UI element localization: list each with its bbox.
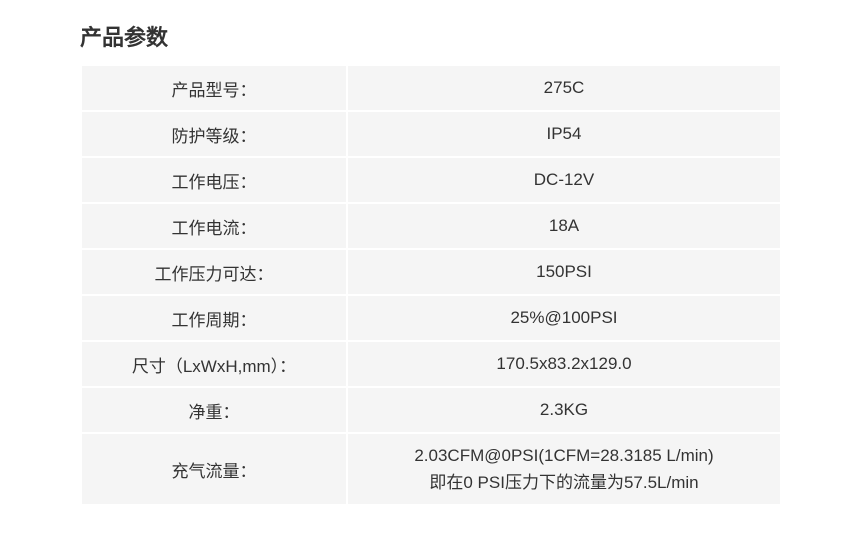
spec-label: 净重：: [81, 387, 347, 433]
spec-value: 275C: [347, 65, 781, 111]
table-row: 工作电压：DC-12V: [81, 157, 781, 203]
spec-label: 充气流量：: [81, 433, 347, 505]
spec-value: 2.03CFM@0PSI(1CFM=28.3185 L/min)即在0 PSI压…: [347, 433, 781, 505]
spec-label: 工作周期：: [81, 295, 347, 341]
spec-value: IP54: [347, 111, 781, 157]
spec-label: 产品型号：: [81, 65, 347, 111]
table-row: 工作电流：18A: [81, 203, 781, 249]
spec-label: 工作压力可达：: [81, 249, 347, 295]
table-row: 防护等级：IP54: [81, 111, 781, 157]
spec-label: 工作电流：: [81, 203, 347, 249]
spec-value: 170.5x83.2x129.0: [347, 341, 781, 387]
table-row: 产品型号：275C: [81, 65, 781, 111]
spec-table: 产品型号：275C防护等级：IP54工作电压：DC-12V工作电流：18A工作压…: [80, 64, 782, 506]
table-row: 工作周期：25%@100PSI: [81, 295, 781, 341]
spec-label: 工作电压：: [81, 157, 347, 203]
spec-label: 尺寸（LxWxH,mm）：: [81, 341, 347, 387]
spec-value: 25%@100PSI: [347, 295, 781, 341]
spec-value: 2.3KG: [347, 387, 781, 433]
spec-label: 防护等级：: [81, 111, 347, 157]
table-row: 充气流量：2.03CFM@0PSI(1CFM=28.3185 L/min)即在0…: [81, 433, 781, 505]
spec-table-body: 产品型号：275C防护等级：IP54工作电压：DC-12V工作电流：18A工作压…: [81, 65, 781, 505]
section-title: 产品参数: [80, 20, 782, 52]
spec-value: DC-12V: [347, 157, 781, 203]
table-row: 净重：2.3KG: [81, 387, 781, 433]
spec-value: 150PSI: [347, 249, 781, 295]
table-row: 尺寸（LxWxH,mm）：170.5x83.2x129.0: [81, 341, 781, 387]
table-row: 工作压力可达：150PSI: [81, 249, 781, 295]
spec-value: 18A: [347, 203, 781, 249]
